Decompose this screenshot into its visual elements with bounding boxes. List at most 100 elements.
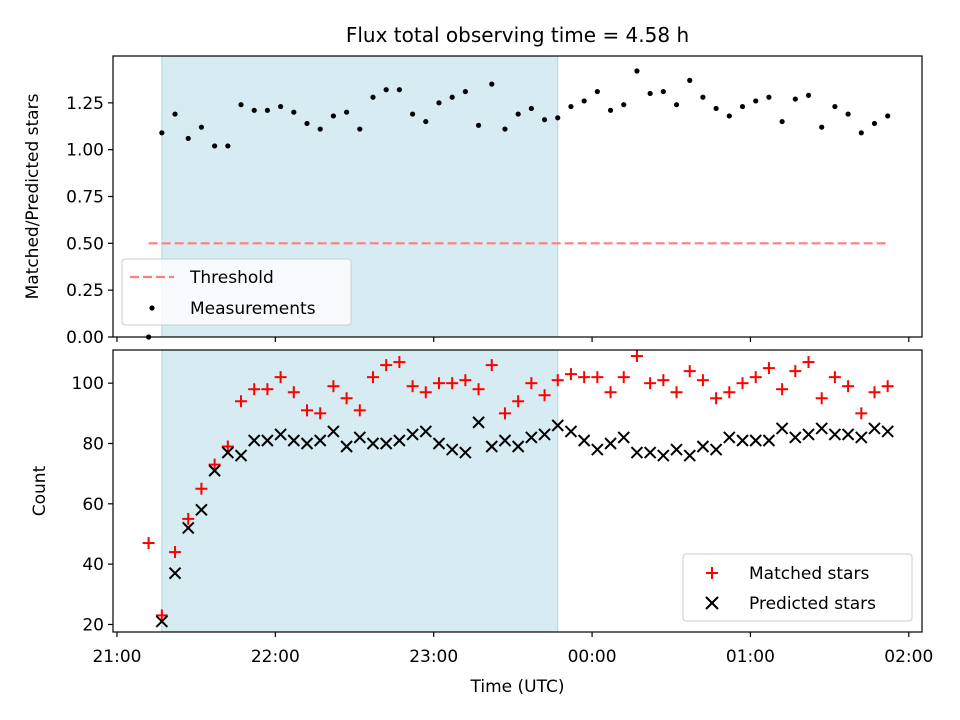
predicted-stars-point	[313, 434, 327, 447]
predicted-stars-point	[736, 434, 749, 447]
measurement-point	[304, 120, 310, 127]
matched-stars-point	[485, 359, 498, 372]
predicted-stars-point	[432, 437, 446, 450]
measurement-point	[885, 113, 891, 119]
top-chart-title: Flux total observing time = 4.58 h	[346, 23, 689, 47]
matched-stars-point	[353, 404, 366, 417]
predicted-stars-point	[472, 416, 485, 429]
matched-stars-point	[366, 371, 379, 384]
legend-threshold-label: Threshold	[189, 268, 274, 288]
predicted-stars-point	[182, 521, 195, 535]
predicted-stars-point	[881, 425, 894, 438]
measurement-point	[805, 92, 812, 98]
measurement-point	[726, 113, 732, 119]
measurement-point	[489, 81, 495, 87]
measurement-point	[858, 130, 864, 136]
x-tick-label: 00:00	[568, 647, 617, 667]
y-tick-label: 0.75	[66, 188, 104, 208]
y-tick-label: 100	[72, 374, 104, 394]
measurement-point	[278, 103, 284, 110]
matched-stars-point	[842, 380, 855, 393]
measurement-point	[291, 109, 297, 115]
matched-stars-point	[828, 371, 841, 384]
predicted-stars-point	[274, 428, 287, 441]
matched-stars-point	[419, 386, 432, 399]
y-tick-label: 0.25	[66, 281, 104, 301]
predicted-stars-point	[551, 419, 564, 432]
measurement-point	[515, 111, 521, 117]
measurement-point	[502, 126, 508, 132]
measurement-point	[541, 117, 548, 123]
predicted-stars-point	[208, 464, 221, 477]
matched-stars-point	[182, 512, 195, 525]
matched-stars-point	[762, 362, 775, 375]
predicted-stars-point	[657, 449, 670, 462]
matched-stars-point	[512, 395, 525, 408]
matched-stars-point	[314, 407, 327, 420]
matched-stars-point	[855, 407, 868, 420]
measurement-point	[238, 102, 244, 108]
predicted-stars-point	[485, 440, 498, 453]
bottom-axes-frame	[112, 349, 923, 633]
matched-stars-point	[142, 537, 155, 550]
predicted-stars-point	[670, 443, 683, 456]
predicted-stars-point	[538, 428, 551, 441]
matched-stars-point	[406, 380, 419, 393]
predicted-stars-point	[802, 428, 815, 441]
predicted-stars-point	[577, 434, 591, 447]
top-legend: Threshold Measurements	[121, 258, 352, 326]
measurement-point	[673, 102, 680, 108]
y-tick-label: 0.50	[66, 234, 104, 254]
y-tick-label: 60	[82, 495, 104, 515]
top-chart: 0.00 0.25 0.50 0.75 1.00 1.25 Flux total obse…	[23, 23, 923, 348]
measurement-point	[792, 96, 798, 102]
predicted-stars-point	[828, 428, 842, 441]
matched-stars-point	[340, 392, 353, 405]
matched-stars-point	[380, 359, 393, 372]
legend-predicted-label: Predicted stars	[749, 594, 876, 614]
matched-stars-point	[525, 377, 538, 390]
bottom-legend: Matched stars Predicted stars	[682, 553, 913, 622]
matched-stars-point	[432, 377, 445, 390]
matched-stars-point	[644, 377, 657, 390]
measurement-point	[264, 107, 271, 113]
measurement-point	[700, 94, 706, 100]
matched-stars-point	[327, 380, 340, 393]
matched-stars-point	[789, 365, 802, 378]
predicted-stars-point	[683, 449, 696, 462]
measurement-point	[779, 118, 785, 125]
measurement-point	[409, 111, 416, 117]
predicted-stars-point	[234, 449, 248, 462]
matched-stars-point	[617, 371, 630, 384]
measurement-point	[753, 98, 759, 104]
predicted-stars-point	[419, 425, 432, 438]
y-tick-label: 80	[82, 434, 104, 454]
measurement-point	[436, 100, 442, 106]
x-tick-label: 21:00	[92, 647, 141, 667]
measurement-point	[357, 126, 363, 132]
predicted-stars-point	[511, 440, 525, 453]
matched-stars-point	[578, 371, 591, 384]
matched-stars-point	[498, 407, 511, 420]
measurement-point	[647, 90, 653, 97]
predicted-stars-point	[789, 431, 802, 444]
predicted-stars-point	[696, 440, 710, 453]
predicted-stars-point	[379, 437, 393, 450]
measurement-point	[555, 115, 561, 121]
predicted-stars-point	[762, 434, 776, 447]
matched-stars-point	[723, 386, 736, 399]
predicted-stars-point	[868, 422, 881, 435]
measurement-point	[819, 124, 825, 130]
measurement-point	[713, 105, 719, 112]
measurement-point	[832, 103, 838, 110]
predicted-stars-point	[261, 434, 274, 447]
matched-stars-point	[301, 404, 314, 417]
matched-stars-point	[169, 546, 182, 559]
x-tick-label: 02:00	[884, 647, 933, 667]
matched-stars-point	[248, 383, 261, 396]
legend-matched-label: Matched stars	[749, 564, 869, 584]
matched-stars-point	[155, 609, 168, 622]
measurement-point	[383, 87, 389, 93]
observing-window-shade	[161, 349, 559, 633]
